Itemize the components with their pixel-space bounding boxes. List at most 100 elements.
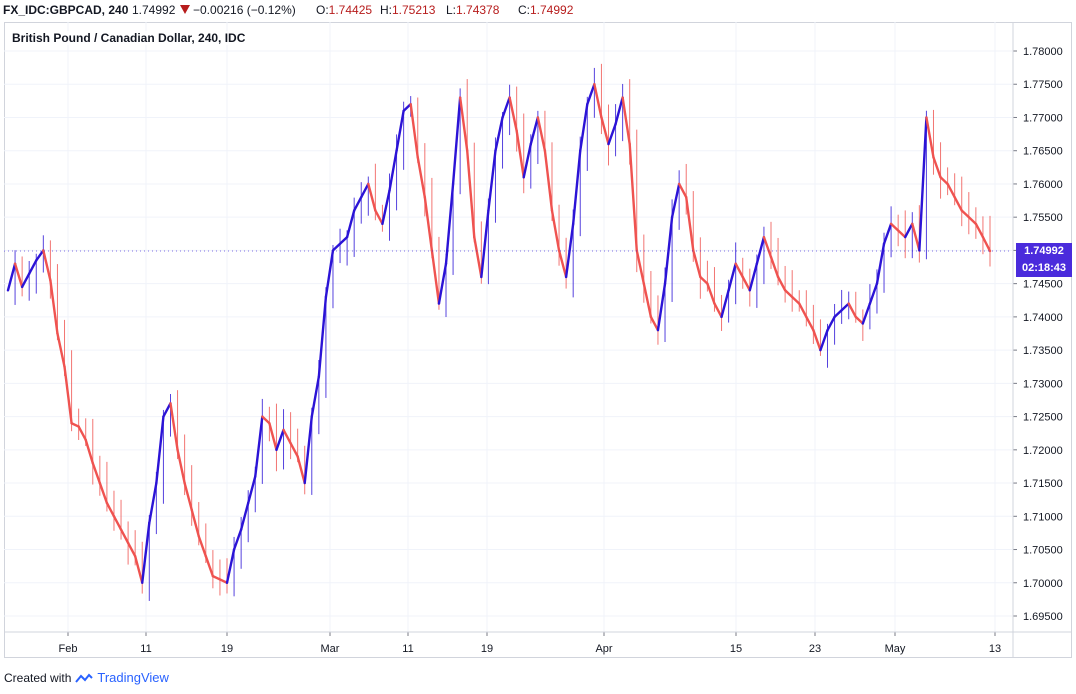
price-segment [27,259,38,275]
y-tick-label: 1.74000 [1023,312,1063,324]
price-segment [727,262,737,292]
price-segment [593,83,603,119]
price-segment [211,574,222,581]
price-segment [529,116,540,146]
price-segment [875,242,886,285]
price-segment [946,182,956,199]
x-tick-label: 23 [809,643,821,655]
price-segment [338,235,349,245]
price-segment [501,96,511,119]
price-segment [430,249,441,305]
x-tick-label: 19 [221,643,233,655]
ohlc-high: H:1.75213 [380,3,436,17]
price-segment [296,455,306,485]
price-segment [960,209,971,219]
price-segment [119,528,130,545]
price-segment [254,415,264,478]
price-segment [889,222,900,232]
price-segment [755,235,766,265]
price-segment [176,448,186,485]
price-segment [473,235,483,279]
x-tick-label: Apr [595,643,612,655]
price-segment [840,302,850,312]
price-segment [381,189,391,226]
x-tick-label: 13 [989,643,1001,655]
price-segment [444,182,455,265]
chart-header: FX_IDC:GBPCAD, 240 1.74992 −0.00216 (−0.… [0,0,1076,20]
price-segment [345,209,356,239]
price-segment [239,501,250,531]
tradingview-logo-icon [75,673,94,683]
price-segment [607,122,617,146]
price-segment [218,578,229,584]
price-segment [49,279,59,335]
price-segment [126,541,137,558]
x-tick-label: Feb [59,643,78,655]
price-segment [35,249,45,262]
x-tick-label: 15 [730,643,742,655]
price-segment [162,402,172,418]
price-segment [543,149,554,212]
price-segment [967,215,978,226]
price-segment [282,428,292,445]
price-segment [720,289,730,319]
price-segment [451,96,462,186]
price-segment [642,282,653,319]
price-segment [783,289,794,299]
price-segment [13,262,24,289]
tradingview-brand[interactable]: TradingView [97,670,169,685]
current-price-tag: 1.74992 [1016,242,1072,260]
price-segment [861,302,872,325]
price-segment [713,302,723,319]
y-tick-label: 1.76000 [1023,179,1063,191]
price-segment [275,428,285,452]
price-segment [614,96,624,126]
price-segment [692,249,702,279]
price-segment [56,332,66,368]
price-segment [586,83,596,106]
price-segment [769,255,780,279]
y-tick-label: 1.70000 [1023,578,1063,590]
price-segment [819,328,829,352]
price-segment [6,262,17,292]
y-tick-label: 1.71500 [1023,478,1063,490]
price-change: −0.00216 (−0.12%) [193,3,296,17]
price-segment [911,222,921,252]
ohlc-low: L:1.74378 [446,3,500,17]
price-segment [882,222,893,245]
y-tick-label: 1.73000 [1023,378,1063,390]
price-segment [331,242,342,252]
price-segment [670,182,681,219]
ohlc-open: O:1.74425 [316,3,373,17]
price-segment [932,156,942,179]
price-segment [579,102,589,152]
price-segment [918,116,928,252]
price-segment [105,501,116,518]
chart-frame[interactable] [4,22,1072,658]
price-segment [310,375,321,418]
price-segment [437,262,448,305]
price-segment [685,196,695,252]
price-segment [557,249,568,279]
last-price: 1.74992 [132,3,176,17]
price-segment [896,229,907,239]
y-tick-label: 1.73500 [1023,345,1063,357]
price-segment [112,515,123,531]
price-segment [550,209,561,252]
bar-countdown-tag: 02:18:43 [1016,259,1072,277]
price-segment [63,365,73,425]
price-segment [515,129,525,179]
price-segment [981,235,992,253]
price-segment [847,302,857,319]
price-segment [77,425,87,442]
x-tick-label: 19 [481,643,493,655]
price-segment [395,109,405,152]
price-segment [805,315,815,332]
price-segment [508,96,518,132]
price-segment [98,481,109,505]
price-segment [247,475,257,505]
symbol-label: FX_IDC:GBPCAD, 240 [3,3,129,17]
price-segment [776,275,787,292]
price-segment [84,438,94,465]
